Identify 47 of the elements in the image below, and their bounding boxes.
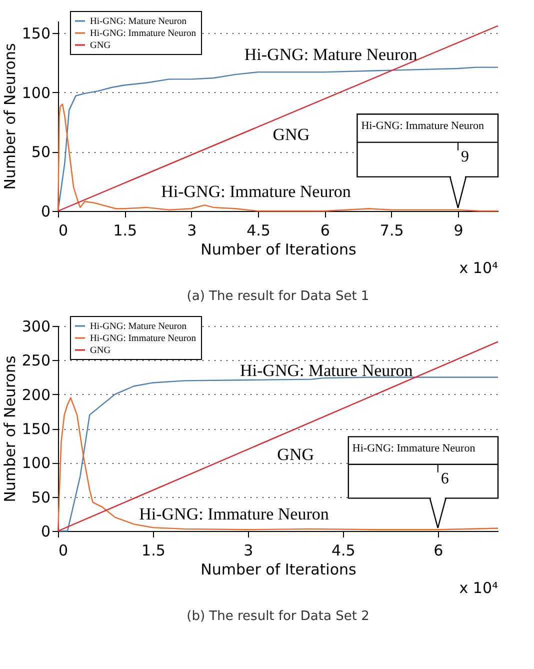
x-tick-label: 0 (58, 222, 68, 240)
x-tick-label: 4.5 (331, 542, 356, 560)
y-axis-title: Number of Neurons (0, 43, 19, 190)
y-tick-label: 50 (31, 488, 50, 506)
text: (b) The result for Data Set 2 (186, 609, 370, 624)
x-axis-title: Number of Iterations (200, 240, 357, 258)
y-tick-label: 0 (40, 522, 50, 540)
y-tick-label: 100 (22, 84, 50, 102)
x-tick-label: 6 (434, 542, 444, 560)
text: x 10⁴ (459, 579, 498, 597)
annotation: 9 (461, 148, 469, 166)
annotation: GNG (277, 445, 314, 464)
x-tick-label: 0 (58, 542, 68, 560)
y-tick-label: 100 (22, 454, 50, 472)
x-tick-label: 4.5 (246, 222, 270, 240)
y-tick-label: 200 (22, 386, 50, 404)
y-tick-label: 150 (22, 24, 50, 42)
legend-label: GNG (90, 41, 111, 51)
legend-label: Hi-GNG: Immature Neuron (90, 334, 196, 344)
annotation: 6 (440, 470, 449, 488)
text: (a) The result for Data Set 1 (186, 289, 370, 304)
legend-label: Hi-GNG: Mature Neuron (90, 17, 187, 27)
x-tick-label: 1.5 (113, 222, 138, 240)
text: x 10⁴ (459, 259, 498, 277)
y-tick-label: 150 (22, 420, 50, 438)
legend-label: Hi-GNG: Mature Neuron (90, 322, 187, 332)
annotation: Hi-GNG: Immature Neuron (139, 504, 330, 524)
y-tick-label: 0 (40, 202, 50, 220)
annotation: Hi-GNG: Immature Neuron (361, 120, 484, 132)
y-tick-label: 300 (22, 318, 50, 336)
x-tick-label: 3 (244, 542, 254, 560)
x-axis-title: Number of Iterations (200, 560, 357, 578)
y-tick-label: 50 (31, 143, 50, 162)
x-tick-label: 7.5 (380, 222, 404, 240)
x-tick-label: 1.5 (142, 542, 166, 560)
annotation: Hi-GNG: Immature Neuron (161, 182, 352, 201)
y-axis-title: Number of Neurons (0, 356, 19, 502)
annotation: Hi-GNG: Mature Neuron (240, 361, 414, 380)
legend-label: GNG (90, 346, 111, 356)
y-tick-label: 250 (22, 352, 50, 370)
x-tick-label: 6 (320, 222, 330, 240)
legend-label: Hi-GNG: Immature Neuron (90, 29, 196, 39)
annotation: Hi-GNG: Immature Neuron (352, 442, 476, 455)
x-tick-label: 3 (187, 222, 197, 240)
annotation: Hi-GNG: Mature Neuron (244, 45, 418, 64)
annotation: GNG (272, 125, 310, 144)
x-tick-label: 9 (454, 222, 464, 240)
